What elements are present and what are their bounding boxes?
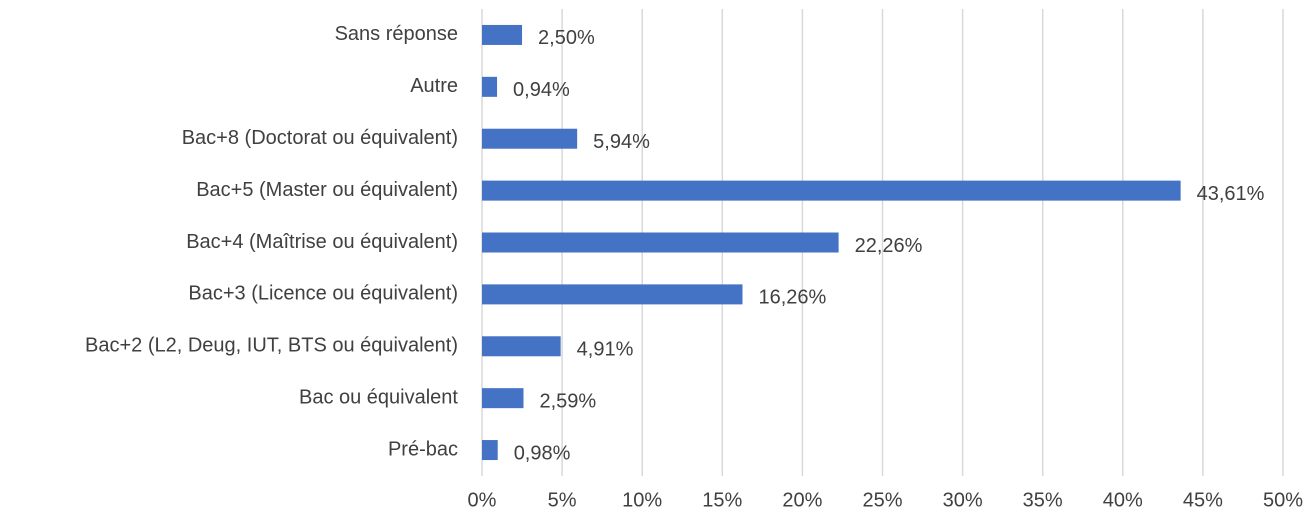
value-label: 2,50% (538, 27, 595, 49)
y-tick-label: Bac+5 (Master ou équivalent) (196, 179, 458, 201)
bar (482, 180, 1181, 201)
value-label: 5,94% (593, 131, 650, 153)
bar (482, 232, 839, 253)
x-tick-label: 10% (622, 489, 662, 511)
bar (482, 128, 578, 149)
x-tick-label: 40% (1103, 489, 1143, 511)
y-tick-label: Bac+8 (Doctorat ou équivalent) (182, 127, 458, 149)
bar (482, 440, 498, 461)
y-tick-label: Pré-bac (388, 438, 458, 460)
value-label: 43,61% (1197, 183, 1265, 205)
value-label: 2,59% (539, 390, 596, 412)
x-tick-label: 50% (1263, 489, 1303, 511)
x-tick-label: 45% (1183, 489, 1223, 511)
value-label: 0,94% (513, 79, 570, 101)
value-label: 16,26% (758, 287, 826, 309)
bar (482, 76, 498, 97)
x-tick-label: 0% (468, 489, 497, 511)
x-tick-label: 30% (943, 489, 983, 511)
bar (482, 284, 743, 305)
y-tick-label: Bac+2 (L2, Deug, IUT, BTS ou équivalent) (85, 335, 458, 357)
bar (482, 336, 561, 357)
y-tick-label: Bac+4 (Maîtrise ou équivalent) (186, 231, 458, 253)
x-tick-label: 25% (862, 489, 902, 511)
value-label: 0,98% (514, 442, 571, 464)
bar (482, 388, 524, 409)
x-tick-label: 20% (782, 489, 822, 511)
value-label: 4,91% (577, 339, 634, 361)
x-tick-label: 35% (1023, 489, 1063, 511)
y-tick-label: Bac ou équivalent (299, 386, 458, 408)
value-label: 22,26% (855, 235, 923, 257)
y-tick-label: Sans réponse (335, 23, 458, 45)
y-tick-label: Autre (410, 75, 458, 97)
y-tick-label: Bac+3 (Licence ou équivalent) (188, 283, 458, 305)
x-tick-label: 15% (702, 489, 742, 511)
x-tick-label: 5% (548, 489, 577, 511)
bar (482, 24, 523, 45)
